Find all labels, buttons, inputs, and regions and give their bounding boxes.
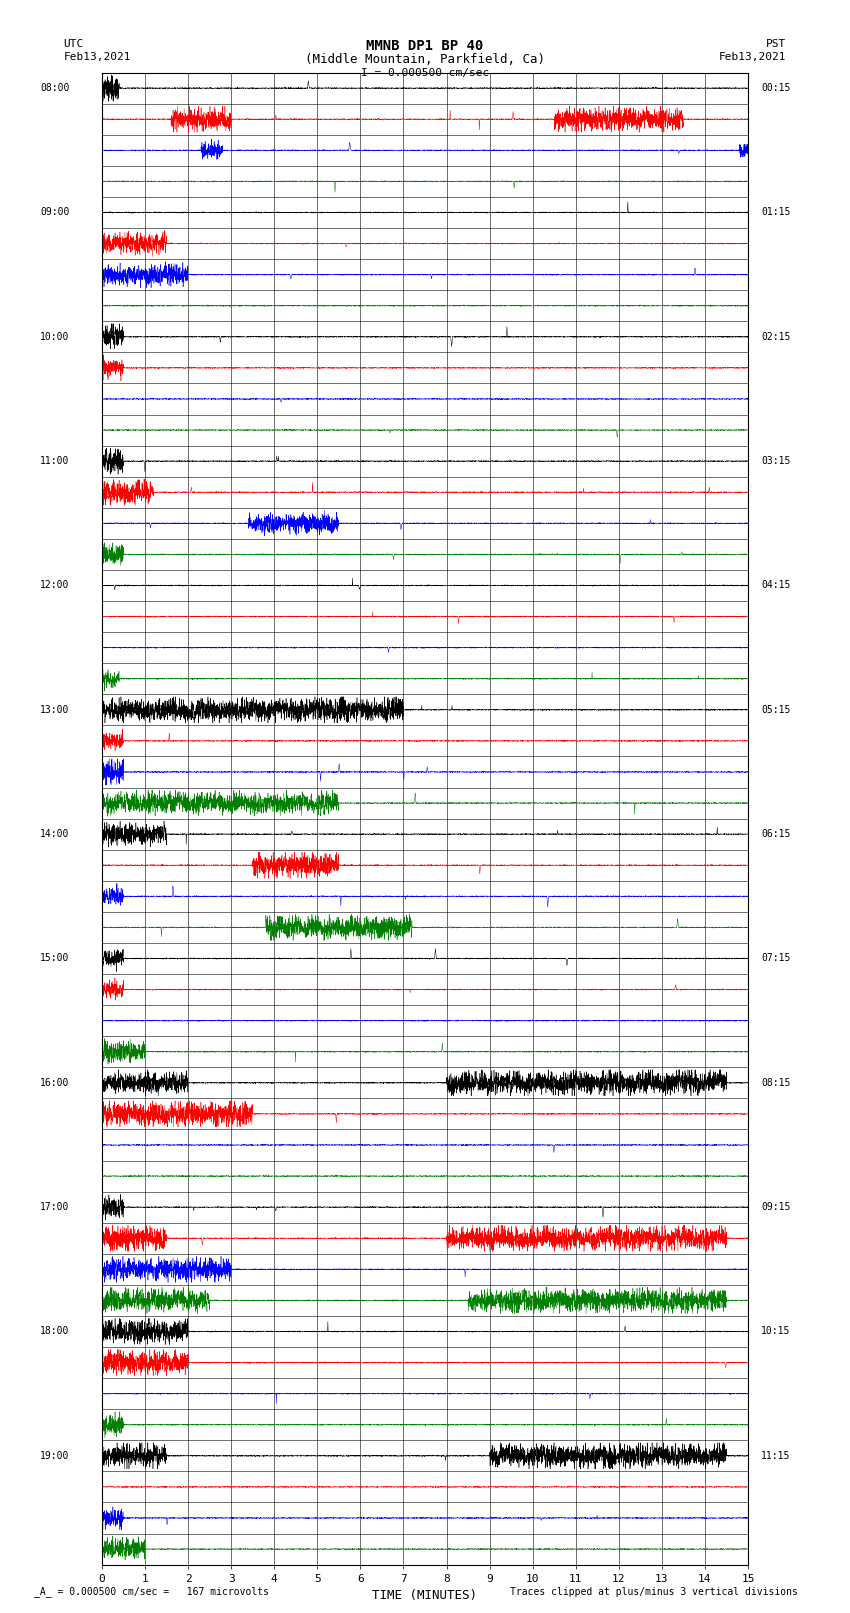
Text: 02:15: 02:15 (761, 332, 790, 342)
Text: Feb13,2021: Feb13,2021 (64, 52, 131, 61)
Text: PST: PST (766, 39, 786, 48)
Text: 10:00: 10:00 (40, 332, 70, 342)
Text: Feb13,2021: Feb13,2021 (719, 52, 786, 61)
Text: 10:15: 10:15 (761, 1326, 790, 1337)
X-axis label: TIME (MINUTES): TIME (MINUTES) (372, 1589, 478, 1602)
Text: 19:00: 19:00 (40, 1450, 70, 1461)
Text: (Middle Mountain, Parkfield, Ca): (Middle Mountain, Parkfield, Ca) (305, 53, 545, 66)
Text: 08:15: 08:15 (761, 1077, 790, 1087)
Text: 07:15: 07:15 (761, 953, 790, 963)
Text: UTC: UTC (64, 39, 84, 48)
Text: 18:00: 18:00 (40, 1326, 70, 1337)
Text: 00:15: 00:15 (761, 84, 790, 94)
Text: 17:00: 17:00 (40, 1202, 70, 1211)
Text: 11:15: 11:15 (761, 1450, 790, 1461)
Text: 16:00: 16:00 (40, 1077, 70, 1087)
Text: 01:15: 01:15 (761, 208, 790, 218)
Text: 09:15: 09:15 (761, 1202, 790, 1211)
Text: 14:00: 14:00 (40, 829, 70, 839)
Text: 12:00: 12:00 (40, 581, 70, 590)
Text: 08:00: 08:00 (40, 84, 70, 94)
Text: I = 0.000500 cm/sec: I = 0.000500 cm/sec (361, 68, 489, 77)
Text: 15:00: 15:00 (40, 953, 70, 963)
Text: _A_ = 0.000500 cm/sec =   167 microvolts: _A_ = 0.000500 cm/sec = 167 microvolts (34, 1586, 269, 1597)
Text: Traces clipped at plus/minus 3 vertical divisions: Traces clipped at plus/minus 3 vertical … (510, 1587, 798, 1597)
Text: 06:15: 06:15 (761, 829, 790, 839)
Text: 05:15: 05:15 (761, 705, 790, 715)
Text: 03:15: 03:15 (761, 456, 790, 466)
Text: 04:15: 04:15 (761, 581, 790, 590)
Text: MMNB DP1 BP 40: MMNB DP1 BP 40 (366, 39, 484, 53)
Text: 11:00: 11:00 (40, 456, 70, 466)
Text: 09:00: 09:00 (40, 208, 70, 218)
Text: 13:00: 13:00 (40, 705, 70, 715)
